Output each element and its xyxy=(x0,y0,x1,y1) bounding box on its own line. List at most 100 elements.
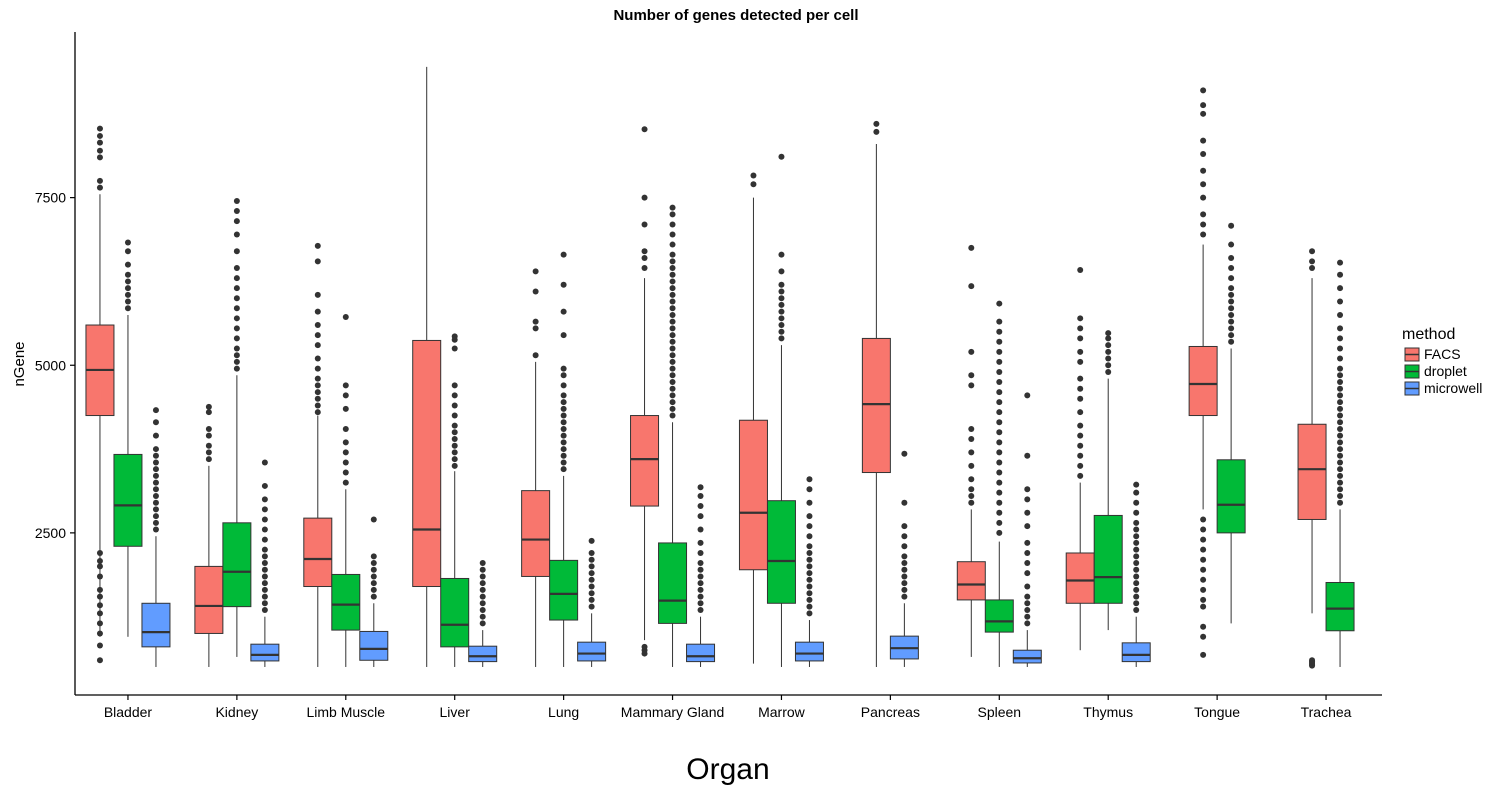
box-iqr xyxy=(1297,423,1327,520)
outlier-point xyxy=(479,593,486,600)
outlier-point xyxy=(1228,338,1235,345)
outlier-point xyxy=(479,566,486,573)
outlier-point xyxy=(1077,385,1084,392)
outlier-point xyxy=(806,543,813,550)
outlier-point xyxy=(152,472,159,479)
outlier-point xyxy=(641,221,648,228)
outlier-point xyxy=(806,596,813,603)
outlier-point xyxy=(669,265,676,272)
outlier-point xyxy=(1200,110,1207,117)
outlier-point xyxy=(1337,399,1344,406)
box-iqr xyxy=(658,542,688,624)
box-iqr xyxy=(1325,581,1355,632)
x-tick-label-kidney: Kidney xyxy=(215,704,258,720)
outlier-point xyxy=(697,503,704,510)
outlier-point xyxy=(968,372,975,379)
outlier-point xyxy=(641,254,648,261)
outlier-point xyxy=(1200,181,1207,188)
box-iqr xyxy=(1093,514,1123,604)
outlier-point xyxy=(96,602,103,609)
outlier-point xyxy=(451,429,458,436)
outlier-point xyxy=(778,328,785,335)
box-liver-droplet xyxy=(440,333,470,667)
outlier-point xyxy=(1309,657,1316,664)
outlier-point xyxy=(233,345,240,352)
outlier-point xyxy=(314,258,321,265)
box-bladder-microwell xyxy=(141,407,171,667)
outlier-point xyxy=(1200,194,1207,201)
outlier-point xyxy=(342,382,349,389)
outlier-point xyxy=(152,479,159,486)
outlier-point xyxy=(342,449,349,456)
box-iqr xyxy=(1188,345,1218,417)
outlier-point xyxy=(996,469,1003,476)
outlier-point xyxy=(1228,332,1235,339)
box-iqr xyxy=(861,337,891,474)
legend-title: method xyxy=(1402,326,1455,343)
outlier-point xyxy=(96,586,103,593)
box-iqr xyxy=(331,573,361,631)
outlier-point xyxy=(1200,526,1207,533)
outlier-point xyxy=(669,372,676,379)
outlier-point xyxy=(697,600,704,607)
outlier-point xyxy=(370,516,377,523)
outlier-point xyxy=(560,308,567,315)
box-spleen-droplet xyxy=(984,300,1014,667)
y-tick-label: 2500 xyxy=(35,525,66,541)
outlier-point xyxy=(342,425,349,432)
outlier-point xyxy=(1200,651,1207,658)
outlier-point xyxy=(1337,439,1344,446)
box-marrow-facs xyxy=(738,172,768,664)
outlier-point xyxy=(697,484,704,491)
box-iqr xyxy=(766,500,796,604)
box-spleen-facs xyxy=(956,244,986,657)
outlier-point xyxy=(588,549,595,556)
outlier-point xyxy=(532,352,539,359)
outlier-point xyxy=(152,499,159,506)
box-iqr xyxy=(738,419,768,571)
y-axis-title: nGene xyxy=(11,341,28,386)
outlier-point xyxy=(1337,355,1344,362)
outlier-point xyxy=(1077,395,1084,402)
box-kidney-droplet xyxy=(222,197,252,657)
outlier-point xyxy=(261,606,268,613)
outlier-point xyxy=(669,338,676,345)
outlier-point xyxy=(778,308,785,315)
box-trachea-droplet xyxy=(1325,259,1355,667)
outlier-point xyxy=(1133,509,1140,516)
outlier-point xyxy=(152,492,159,499)
outlier-point xyxy=(996,389,1003,396)
outlier-point xyxy=(669,318,676,325)
outlier-point xyxy=(697,593,704,600)
outlier-point xyxy=(588,556,595,563)
outlier-point xyxy=(669,385,676,392)
outlier-point xyxy=(996,338,1003,345)
outlier-point xyxy=(1133,573,1140,580)
outlier-point xyxy=(560,405,567,412)
outlier-point xyxy=(669,271,676,278)
outlier-point xyxy=(96,549,103,556)
outlier-point xyxy=(1337,405,1344,412)
outlier-point xyxy=(1024,613,1031,620)
outlier-point xyxy=(806,523,813,530)
outlier-point xyxy=(1105,362,1112,369)
outlier-point xyxy=(205,442,212,449)
outlier-point xyxy=(479,560,486,567)
outlier-point xyxy=(806,486,813,493)
outlier-point xyxy=(261,526,268,533)
outlier-point xyxy=(1105,330,1112,337)
outlier-point xyxy=(697,580,704,587)
outlier-point xyxy=(152,513,159,520)
outlier-point xyxy=(806,549,813,556)
outlier-point xyxy=(233,285,240,292)
outlier-point xyxy=(96,177,103,184)
outlier-point xyxy=(261,496,268,503)
outlier-point xyxy=(901,523,908,530)
outlier-point xyxy=(641,248,648,255)
outlier-point xyxy=(1337,298,1344,305)
outlier-point xyxy=(451,402,458,409)
chart-title: Number of genes detected per cell xyxy=(613,7,858,24)
x-tick-label-mammary-gland: Mammary Gland xyxy=(621,704,724,720)
outlier-point xyxy=(1337,425,1344,432)
